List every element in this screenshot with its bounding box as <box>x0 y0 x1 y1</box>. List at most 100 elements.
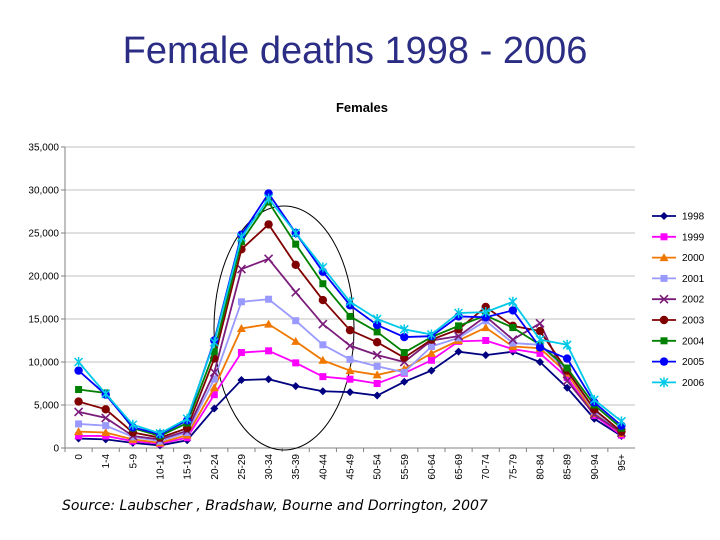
data-point-1999 <box>319 373 327 381</box>
data-point-2002 <box>291 287 301 297</box>
data-point-2001 <box>292 317 300 325</box>
data-point-2006 <box>399 324 409 335</box>
legend-label: 2004 <box>682 336 705 347</box>
y-axis-ticks: 0 5,000 10,000 15,000 20,000 25,000 30,000 35,0… <box>28 143 65 455</box>
data-point-2001 <box>346 355 354 363</box>
data-point-2005 <box>535 343 545 352</box>
data-point-2001 <box>210 375 218 383</box>
data-point-2006 <box>318 262 328 273</box>
data-point-1998 <box>346 388 354 397</box>
data-point-2006 <box>508 296 518 307</box>
data-point-2001 <box>183 429 191 437</box>
legend-marker <box>660 274 668 282</box>
data-point-2001 <box>400 368 408 376</box>
x-tick-label: 50-54 <box>373 454 384 480</box>
data-point-2005 <box>372 320 382 330</box>
data-point-2004 <box>319 280 327 288</box>
x-tick-label: 40-44 <box>318 454 329 480</box>
data-point-1998 <box>210 404 219 413</box>
data-point-2001 <box>373 362 381 370</box>
data-point-2002 <box>562 376 572 386</box>
data-point-2000 <box>264 319 274 328</box>
data-point-2003 <box>74 397 83 406</box>
data-point-1998 <box>373 391 382 400</box>
data-point-2006 <box>209 337 219 348</box>
data-point-2003 <box>318 295 328 305</box>
data-point-1999 <box>292 359 300 367</box>
data-point-2003 <box>264 220 273 229</box>
y-tick-label: 25,000 <box>28 229 59 240</box>
data-point-2005 <box>562 354 572 363</box>
data-point-2004 <box>346 312 354 320</box>
y-tick-label: 0 <box>53 444 59 455</box>
data-point-2000 <box>345 366 355 375</box>
x-tick-label: 25-29 <box>237 454 248 480</box>
data-point-1998 <box>400 377 409 386</box>
data-point-1998 <box>563 383 572 392</box>
data-point-2001 <box>265 295 273 303</box>
data-point-2006 <box>182 413 192 424</box>
y-tick-label: 15,000 <box>28 315 59 326</box>
x-tick-label: 60-64 <box>427 454 438 480</box>
data-point-2006 <box>372 314 382 324</box>
data-point-1998 <box>318 387 327 396</box>
legend-marker <box>659 357 669 366</box>
legend-label: 1999 <box>682 232 705 243</box>
data-point-2006 <box>74 357 84 367</box>
data-point-1998 <box>536 358 544 366</box>
data-point-2004 <box>373 328 381 336</box>
data-point-1999 <box>75 432 83 440</box>
x-tick-label: 45-49 <box>346 454 357 480</box>
data-point-2003 <box>345 325 355 335</box>
data-point-1998 <box>291 382 300 391</box>
data-point-2000 <box>318 355 328 364</box>
data-point-1998 <box>427 366 436 375</box>
data-point-2006 <box>264 193 274 204</box>
data-point-2002 <box>236 264 246 274</box>
data-point-1999 <box>563 373 571 381</box>
legend: 1998 1999 2000 2001 2002 2003 2004 2005 2006 <box>652 212 705 389</box>
legend-item-2004: 2004 <box>652 336 705 347</box>
data-point-2002 <box>372 350 382 360</box>
data-point-2000 <box>101 428 111 437</box>
data-point-2003 <box>101 405 110 414</box>
data-point-2006 <box>454 307 464 318</box>
data-point-2006 <box>155 428 165 439</box>
legend-label: 2005 <box>682 357 705 368</box>
legend-item-2001: 2001 <box>652 274 705 285</box>
data-point-2006 <box>481 307 491 318</box>
data-point-2000 <box>481 323 491 332</box>
legend-label: 2000 <box>682 253 705 264</box>
data-point-2004 <box>509 324 517 332</box>
legend-item-1998: 1998 <box>652 212 705 223</box>
legend-marker <box>660 212 668 220</box>
data-point-2003 <box>535 326 545 336</box>
legend-item-2005: 2005 <box>652 357 705 368</box>
data-point-2000 <box>372 370 382 379</box>
y-tick-label: 35,000 <box>28 143 59 154</box>
data-point-2006 <box>426 329 436 340</box>
data-point-2002 <box>74 407 84 417</box>
data-point-2004 <box>292 240 300 248</box>
data-point-2000 <box>426 348 436 357</box>
y-tick-label: 5,000 <box>34 401 59 412</box>
data-point-1998 <box>264 375 273 384</box>
x-tick-label: 10-14 <box>156 454 167 480</box>
legend-marker <box>659 315 669 325</box>
line-chart: Females 0 5,000 10,000 15,000 20,000 25,000 30… <box>28 100 705 480</box>
y-tick-label: 20,000 <box>28 272 59 283</box>
series-2003 <box>74 220 626 442</box>
data-point-2002 <box>318 319 328 329</box>
legend-label: 2001 <box>682 274 705 285</box>
data-point-2006 <box>535 334 545 345</box>
data-point-1999 <box>536 349 544 357</box>
data-point-1999 <box>482 337 490 344</box>
highlight-ellipse <box>213 205 355 451</box>
data-point-2002 <box>535 318 545 328</box>
data-point-1999 <box>373 380 381 387</box>
x-tick-label: 90-94 <box>590 454 601 480</box>
data-point-2000 <box>291 336 301 345</box>
data-point-1999 <box>346 375 354 383</box>
slide-title: Female deaths 1998 - 2006 <box>122 30 588 72</box>
series-group <box>74 189 626 450</box>
